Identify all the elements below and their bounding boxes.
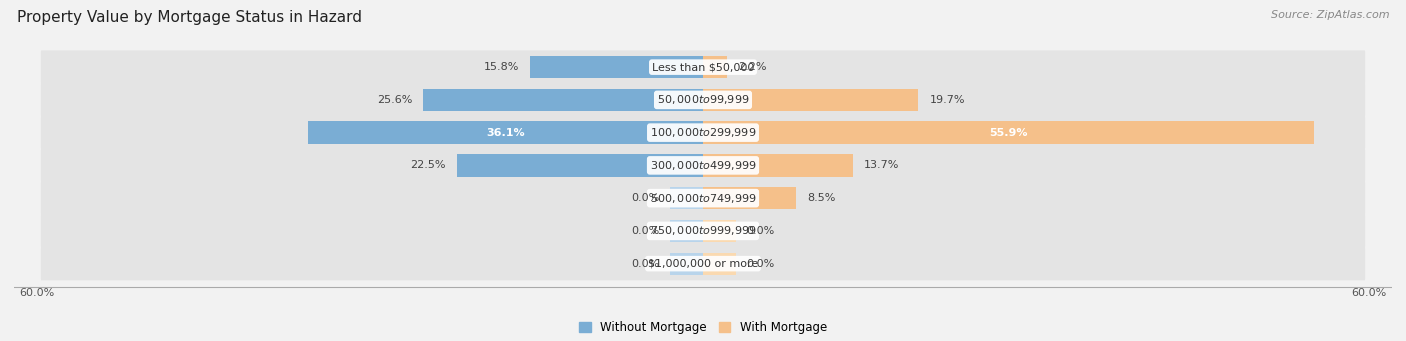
Bar <box>703 220 735 242</box>
Text: 2.2%: 2.2% <box>738 62 766 72</box>
Text: $500,000 to $749,999: $500,000 to $749,999 <box>650 192 756 205</box>
Text: Property Value by Mortgage Status in Hazard: Property Value by Mortgage Status in Haz… <box>17 10 361 25</box>
FancyBboxPatch shape <box>41 214 1365 248</box>
FancyBboxPatch shape <box>41 181 1365 215</box>
Text: Source: ZipAtlas.com: Source: ZipAtlas.com <box>1271 10 1389 20</box>
FancyBboxPatch shape <box>41 247 1365 280</box>
Bar <box>671 252 703 275</box>
Text: $50,000 to $99,999: $50,000 to $99,999 <box>657 93 749 106</box>
Text: Less than $50,000: Less than $50,000 <box>652 62 754 72</box>
Legend: Without Mortgage, With Mortgage: Without Mortgage, With Mortgage <box>574 316 832 339</box>
Text: 22.5%: 22.5% <box>411 160 446 170</box>
Bar <box>703 154 853 177</box>
Text: 8.5%: 8.5% <box>807 193 835 203</box>
Bar <box>703 187 796 209</box>
FancyBboxPatch shape <box>41 50 1365 84</box>
Text: 0.0%: 0.0% <box>747 226 775 236</box>
Text: $300,000 to $499,999: $300,000 to $499,999 <box>650 159 756 172</box>
Text: 0.0%: 0.0% <box>631 193 659 203</box>
Bar <box>671 187 703 209</box>
Text: 55.9%: 55.9% <box>990 128 1028 138</box>
Text: $1,000,000 or more: $1,000,000 or more <box>648 258 758 269</box>
FancyBboxPatch shape <box>41 149 1365 182</box>
Bar <box>703 252 735 275</box>
FancyBboxPatch shape <box>41 83 1365 117</box>
Bar <box>703 56 727 78</box>
Text: 36.1%: 36.1% <box>486 128 524 138</box>
Bar <box>308 121 703 144</box>
Text: 25.6%: 25.6% <box>377 95 412 105</box>
Bar <box>671 220 703 242</box>
Text: 60.0%: 60.0% <box>20 288 55 298</box>
Text: 0.0%: 0.0% <box>747 258 775 269</box>
Text: 13.7%: 13.7% <box>863 160 898 170</box>
Text: 15.8%: 15.8% <box>484 62 519 72</box>
Text: 19.7%: 19.7% <box>929 95 965 105</box>
Text: 0.0%: 0.0% <box>631 258 659 269</box>
Text: 60.0%: 60.0% <box>1351 288 1386 298</box>
Text: $100,000 to $299,999: $100,000 to $299,999 <box>650 126 756 139</box>
Bar <box>530 56 703 78</box>
Text: $750,000 to $999,999: $750,000 to $999,999 <box>650 224 756 237</box>
FancyBboxPatch shape <box>41 116 1365 149</box>
Bar <box>703 89 918 111</box>
Bar <box>457 154 703 177</box>
Bar <box>703 121 1315 144</box>
Text: 0.0%: 0.0% <box>631 226 659 236</box>
Bar <box>423 89 703 111</box>
